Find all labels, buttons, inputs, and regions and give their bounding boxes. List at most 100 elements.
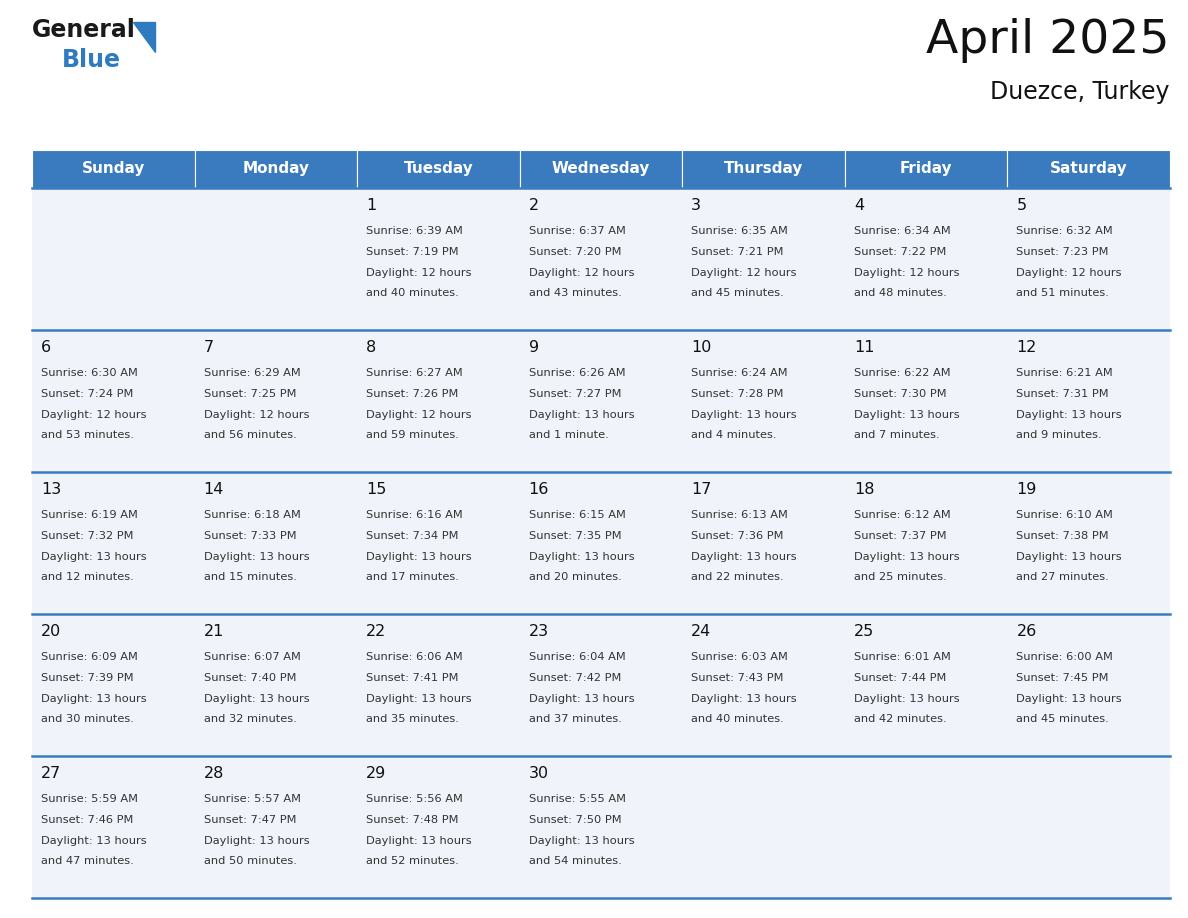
Bar bbox=[519, 330, 682, 472]
Text: and 40 minutes.: and 40 minutes. bbox=[366, 288, 459, 298]
Bar bbox=[845, 614, 1007, 756]
Text: Daylight: 13 hours: Daylight: 13 hours bbox=[1017, 552, 1121, 562]
Text: 29: 29 bbox=[366, 766, 386, 781]
Text: Sunrise: 5:56 AM: Sunrise: 5:56 AM bbox=[366, 794, 463, 804]
Text: Sunrise: 6:22 AM: Sunrise: 6:22 AM bbox=[854, 368, 950, 378]
Text: 22: 22 bbox=[366, 624, 386, 639]
Text: Sunset: 7:19 PM: Sunset: 7:19 PM bbox=[366, 247, 459, 257]
Bar bbox=[32, 472, 195, 614]
Text: Sunrise: 6:21 AM: Sunrise: 6:21 AM bbox=[1017, 368, 1113, 378]
Text: Sunset: 7:24 PM: Sunset: 7:24 PM bbox=[42, 389, 133, 399]
Text: April 2025: April 2025 bbox=[927, 18, 1170, 63]
Bar bbox=[845, 188, 1007, 330]
Text: Friday: Friday bbox=[899, 162, 953, 176]
Text: and 45 minutes.: and 45 minutes. bbox=[1017, 714, 1110, 724]
Text: Sunrise: 6:30 AM: Sunrise: 6:30 AM bbox=[42, 368, 138, 378]
Text: Sunday: Sunday bbox=[82, 162, 145, 176]
Text: Sunrise: 6:29 AM: Sunrise: 6:29 AM bbox=[203, 368, 301, 378]
Text: 11: 11 bbox=[854, 340, 874, 355]
Text: and 22 minutes.: and 22 minutes. bbox=[691, 572, 784, 582]
Text: Sunrise: 6:18 AM: Sunrise: 6:18 AM bbox=[203, 510, 301, 521]
Bar bbox=[32, 150, 195, 188]
Text: Sunset: 7:46 PM: Sunset: 7:46 PM bbox=[42, 815, 133, 825]
Text: and 40 minutes.: and 40 minutes. bbox=[691, 714, 784, 724]
Text: Sunset: 7:32 PM: Sunset: 7:32 PM bbox=[42, 531, 133, 541]
Text: Monday: Monday bbox=[242, 162, 309, 176]
Text: Sunrise: 6:34 AM: Sunrise: 6:34 AM bbox=[854, 227, 950, 237]
Bar bbox=[32, 188, 195, 330]
Text: 9: 9 bbox=[529, 340, 539, 355]
Text: Sunset: 7:39 PM: Sunset: 7:39 PM bbox=[42, 673, 133, 683]
Text: Sunset: 7:23 PM: Sunset: 7:23 PM bbox=[1017, 247, 1108, 257]
Text: Sunset: 7:47 PM: Sunset: 7:47 PM bbox=[203, 815, 296, 825]
Text: Sunset: 7:33 PM: Sunset: 7:33 PM bbox=[203, 531, 296, 541]
Bar bbox=[1007, 150, 1170, 188]
Text: Sunset: 7:43 PM: Sunset: 7:43 PM bbox=[691, 673, 784, 683]
Text: 13: 13 bbox=[42, 482, 62, 497]
Bar bbox=[519, 614, 682, 756]
Text: Daylight: 13 hours: Daylight: 13 hours bbox=[691, 409, 797, 420]
Text: Daylight: 13 hours: Daylight: 13 hours bbox=[1017, 409, 1121, 420]
Bar bbox=[682, 614, 845, 756]
Text: and 25 minutes.: and 25 minutes. bbox=[854, 572, 947, 582]
Text: Daylight: 12 hours: Daylight: 12 hours bbox=[366, 267, 472, 277]
Text: 25: 25 bbox=[854, 624, 874, 639]
Bar bbox=[845, 756, 1007, 898]
Text: and 56 minutes.: and 56 minutes. bbox=[203, 430, 296, 440]
Text: Daylight: 12 hours: Daylight: 12 hours bbox=[203, 409, 309, 420]
Text: Sunset: 7:22 PM: Sunset: 7:22 PM bbox=[854, 247, 946, 257]
Text: Daylight: 12 hours: Daylight: 12 hours bbox=[42, 409, 146, 420]
Text: Daylight: 12 hours: Daylight: 12 hours bbox=[854, 267, 960, 277]
Text: Sunset: 7:36 PM: Sunset: 7:36 PM bbox=[691, 531, 784, 541]
Text: Daylight: 13 hours: Daylight: 13 hours bbox=[529, 552, 634, 562]
Text: Sunset: 7:34 PM: Sunset: 7:34 PM bbox=[366, 531, 459, 541]
Text: 15: 15 bbox=[366, 482, 386, 497]
Text: and 27 minutes.: and 27 minutes. bbox=[1017, 572, 1110, 582]
Text: Blue: Blue bbox=[62, 48, 121, 72]
Text: Sunset: 7:45 PM: Sunset: 7:45 PM bbox=[1017, 673, 1108, 683]
Bar bbox=[845, 150, 1007, 188]
Bar bbox=[682, 330, 845, 472]
Text: Sunrise: 6:06 AM: Sunrise: 6:06 AM bbox=[366, 653, 463, 663]
Text: Sunset: 7:48 PM: Sunset: 7:48 PM bbox=[366, 815, 459, 825]
Text: Daylight: 13 hours: Daylight: 13 hours bbox=[1017, 693, 1121, 703]
Text: General: General bbox=[32, 18, 135, 42]
Bar bbox=[1007, 614, 1170, 756]
Text: Sunset: 7:26 PM: Sunset: 7:26 PM bbox=[366, 389, 459, 399]
Text: Sunset: 7:30 PM: Sunset: 7:30 PM bbox=[854, 389, 947, 399]
Bar bbox=[682, 756, 845, 898]
Text: Daylight: 13 hours: Daylight: 13 hours bbox=[854, 409, 960, 420]
Bar bbox=[845, 330, 1007, 472]
Text: Sunrise: 6:16 AM: Sunrise: 6:16 AM bbox=[366, 510, 463, 521]
Text: 3: 3 bbox=[691, 198, 701, 213]
Text: Daylight: 13 hours: Daylight: 13 hours bbox=[42, 835, 146, 845]
Text: Daylight: 13 hours: Daylight: 13 hours bbox=[366, 552, 472, 562]
Text: Daylight: 12 hours: Daylight: 12 hours bbox=[1017, 267, 1121, 277]
Text: and 9 minutes.: and 9 minutes. bbox=[1017, 430, 1102, 440]
Text: Daylight: 12 hours: Daylight: 12 hours bbox=[366, 409, 472, 420]
Polygon shape bbox=[133, 22, 154, 52]
Text: Sunrise: 5:55 AM: Sunrise: 5:55 AM bbox=[529, 794, 626, 804]
Text: Daylight: 13 hours: Daylight: 13 hours bbox=[203, 552, 309, 562]
Text: and 4 minutes.: and 4 minutes. bbox=[691, 430, 777, 440]
Bar bbox=[1007, 472, 1170, 614]
Text: Sunrise: 6:39 AM: Sunrise: 6:39 AM bbox=[366, 227, 463, 237]
Text: and 53 minutes.: and 53 minutes. bbox=[42, 430, 134, 440]
Text: Daylight: 12 hours: Daylight: 12 hours bbox=[691, 267, 797, 277]
Text: Duezce, Turkey: Duezce, Turkey bbox=[991, 80, 1170, 104]
Text: Daylight: 13 hours: Daylight: 13 hours bbox=[529, 835, 634, 845]
Text: Daylight: 13 hours: Daylight: 13 hours bbox=[691, 693, 797, 703]
Text: 26: 26 bbox=[1017, 624, 1037, 639]
Text: and 50 minutes.: and 50 minutes. bbox=[203, 856, 297, 866]
Bar bbox=[195, 330, 358, 472]
Text: and 30 minutes.: and 30 minutes. bbox=[42, 714, 134, 724]
Text: Sunset: 7:28 PM: Sunset: 7:28 PM bbox=[691, 389, 784, 399]
Bar bbox=[519, 472, 682, 614]
Text: 20: 20 bbox=[42, 624, 62, 639]
Bar bbox=[358, 472, 519, 614]
Bar bbox=[32, 330, 195, 472]
Text: Sunset: 7:37 PM: Sunset: 7:37 PM bbox=[854, 531, 947, 541]
Text: 7: 7 bbox=[203, 340, 214, 355]
Text: 8: 8 bbox=[366, 340, 377, 355]
Text: Daylight: 13 hours: Daylight: 13 hours bbox=[366, 693, 472, 703]
